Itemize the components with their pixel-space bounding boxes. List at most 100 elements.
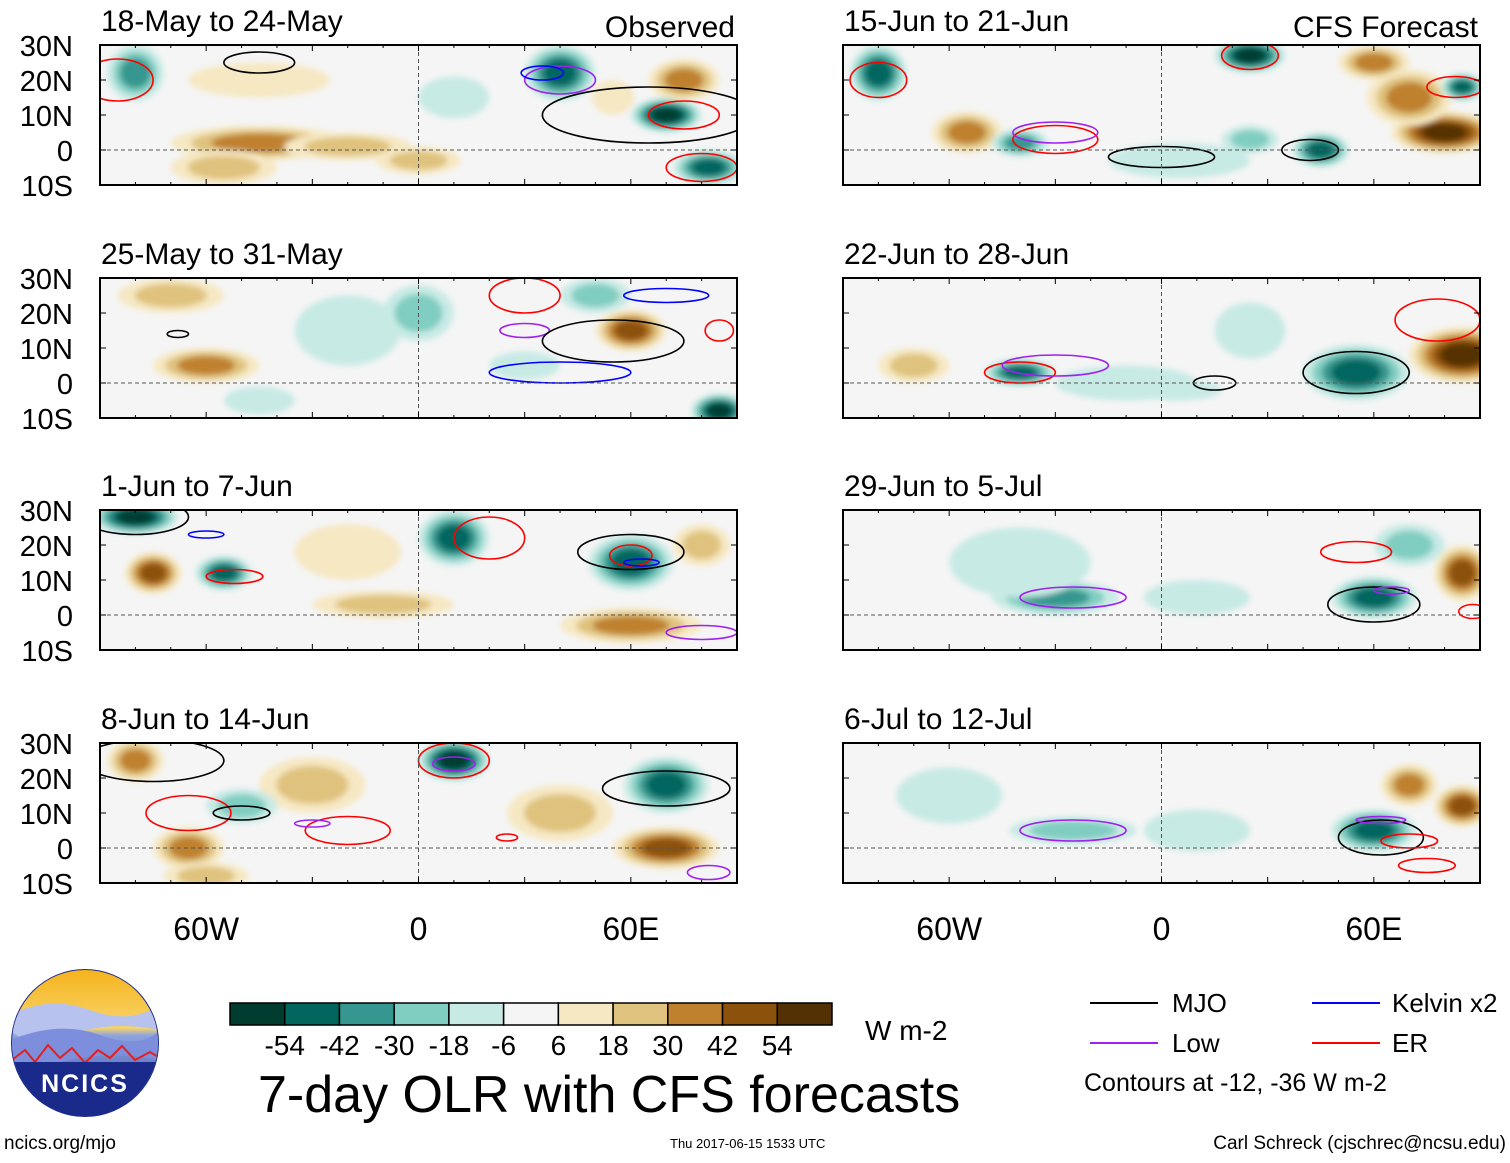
legend-kelvin-label: Kelvin x2	[1392, 988, 1498, 1018]
colorbar-swatch	[283, 1002, 341, 1026]
olr-anomaly-blob	[1331, 359, 1381, 386]
lat-label: 10S	[21, 404, 73, 436]
olr-anomaly-blob	[591, 80, 635, 115]
olr-anomaly-blob	[664, 68, 704, 92]
olr-anomaly-blob	[177, 866, 236, 883]
footer-url: ncics.org/mjo	[4, 1133, 116, 1154]
colorbar-label: 54	[762, 1030, 793, 1061]
er-contour	[1457, 603, 1480, 620]
lat-label: 10N	[20, 566, 73, 598]
panel-title: 6-Jul to 12-Jul	[844, 703, 1032, 736]
low-contour	[523, 65, 597, 95]
colorbar-swatch	[612, 1002, 669, 1026]
olr-anomaly-blob	[1393, 773, 1425, 797]
colorbar-label: -30	[374, 1030, 414, 1061]
mjo-contour	[223, 51, 296, 74]
colorbar-label: 18	[598, 1030, 629, 1061]
mjo-contour	[166, 329, 190, 339]
er-contour	[495, 833, 519, 842]
colorbar-swatch	[667, 1002, 724, 1026]
olr-anomaly-blob	[949, 527, 1091, 598]
er-contour	[704, 319, 735, 342]
colorbar-label: -54	[264, 1030, 304, 1061]
mjo-contour	[576, 533, 685, 571]
olr-anomaly-blob	[1385, 530, 1434, 560]
mjo-contour	[1302, 350, 1411, 395]
lat-label: 10S	[21, 869, 73, 901]
olr-anomaly-blob	[1029, 820, 1117, 841]
olr-anomaly-field	[878, 298, 1480, 401]
lat-label: 30N	[20, 264, 73, 296]
olr-anomaly-blob	[1386, 82, 1433, 113]
low-contour	[1355, 815, 1407, 825]
olr-anomaly-blob	[294, 524, 401, 580]
panel-title: 29-Jun to 5-Jul	[844, 470, 1042, 503]
panel-title: 25-May to 31-May	[101, 238, 343, 271]
lat-label: 0	[57, 834, 73, 866]
lat-label: 20N	[20, 764, 73, 796]
units-label: W m-2	[865, 1015, 947, 1046]
colorbar-swatch	[776, 1002, 833, 1026]
colorbar-label: -18	[429, 1030, 469, 1061]
colorbar-label: 6	[551, 1030, 567, 1061]
olr-anomaly-blob	[1230, 129, 1270, 150]
olr-anomaly-blob	[304, 136, 392, 157]
olr-anomaly-blob	[1449, 796, 1476, 816]
mjo-contour	[212, 805, 271, 821]
figure-title: 7-day OLR with CFS forecasts	[258, 1066, 960, 1124]
lat-label: 30N	[20, 496, 73, 528]
colorbar-swatch	[393, 1002, 450, 1026]
olr-anomaly-blob	[611, 549, 651, 576]
lon-label: 60W	[916, 911, 983, 947]
mjo-contour	[541, 319, 685, 363]
lat-label: 20N	[20, 66, 73, 98]
olr-anomaly-field	[949, 524, 1480, 623]
er-contour	[1380, 833, 1439, 849]
olr-anomaly-blob	[334, 594, 432, 615]
low-contour	[499, 322, 551, 339]
er-contour	[1220, 45, 1280, 71]
olr-anomaly-blob	[692, 159, 726, 176]
lon-label: 60E	[1345, 911, 1402, 947]
olr-anomaly-blob	[889, 353, 938, 378]
olr-anomaly-blob	[865, 59, 892, 87]
kelvin-contour	[488, 361, 632, 384]
low-contour	[1012, 121, 1099, 144]
map-panel: 29-Jun to 5-Jul	[842, 470, 1481, 651]
contour-note: Contours at -12, -36 W m-2	[1084, 1069, 1387, 1097]
olr-anomaly-blob	[1354, 587, 1394, 608]
lat-label: 30N	[20, 31, 73, 63]
low-contour	[686, 864, 731, 881]
colorbar-swatch	[338, 1002, 395, 1026]
anomaly-blobs	[107, 45, 737, 185]
mjo-contour	[601, 770, 731, 807]
er-contour	[304, 815, 391, 846]
lat-label: 30N	[20, 729, 73, 761]
mjo-contour	[1281, 138, 1340, 162]
legend-mjo-label: MJO	[1172, 988, 1227, 1018]
olr-anomaly-blob	[1214, 302, 1286, 359]
low-contour	[1373, 586, 1411, 595]
olr-anomaly-field	[896, 764, 1480, 874]
er-contour	[145, 794, 232, 832]
olr-anomaly-blob	[707, 403, 732, 418]
olr-anomaly-blob	[1354, 53, 1394, 72]
lon-label: 0	[410, 911, 428, 947]
footer-timestamp: Thu 2017-06-15 1533 UTC	[670, 1136, 825, 1151]
colorbar-label: -6	[491, 1030, 516, 1061]
panel-tag: Observed	[605, 11, 735, 44]
colorbar-swatch	[448, 1002, 505, 1026]
olr-anomaly-blob	[1452, 80, 1473, 94]
lat-label: 0	[57, 369, 73, 401]
legend: MJO Kelvin x2 Low ER Contours at -12, -3…	[1084, 988, 1498, 1097]
legend-er-label: ER	[1392, 1028, 1428, 1058]
olr-anomaly-blob	[543, 59, 577, 87]
olr-anomaly-blob	[592, 616, 670, 635]
panel-title: 18-May to 24-May	[101, 5, 343, 38]
ncics-logo: NCICS	[11, 969, 159, 1117]
er-contour	[849, 61, 908, 99]
olr-anomaly-blob	[489, 351, 561, 380]
